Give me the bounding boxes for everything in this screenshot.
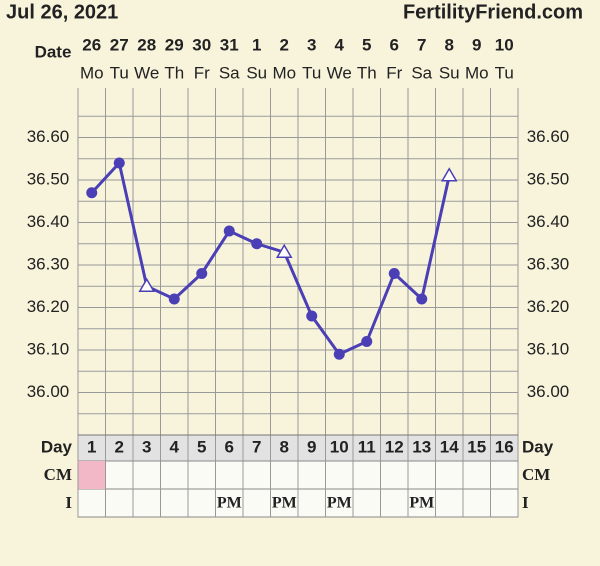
y-tick-label-right: 36.50 <box>527 169 570 188</box>
x-tick-label: 14 <box>440 437 459 456</box>
x-tick-label: 8 <box>280 437 289 456</box>
weekday-label: Tu <box>495 63 514 82</box>
x-tick-label: 5 <box>197 437 206 456</box>
weekday-label: Su <box>439 63 460 82</box>
date-label: Date <box>35 42 72 61</box>
point-marker <box>113 157 125 169</box>
weekday-label: Tu <box>302 63 321 82</box>
row-label: I <box>65 493 72 512</box>
weekday-label: Sa <box>411 63 432 82</box>
date-label: 28 <box>137 35 156 54</box>
intercourse-label: PM <box>217 495 242 512</box>
point-marker <box>333 348 345 360</box>
x-tick-label: 15 <box>467 437 486 456</box>
date-label: 3 <box>307 35 316 54</box>
point-marker <box>223 225 235 237</box>
y-tick-label-right: 36.10 <box>527 339 570 358</box>
triangle-marker <box>138 277 156 292</box>
date-label: 9 <box>472 35 481 54</box>
date-label: 4 <box>335 35 345 54</box>
point-marker <box>416 293 428 305</box>
row-label: Day <box>41 437 73 456</box>
x-tick-label: 7 <box>252 437 261 456</box>
point-marker <box>196 268 208 279</box>
x-tick-label: 1 <box>87 437 96 456</box>
date-label: 31 <box>220 35 239 54</box>
date-label: 27 <box>110 35 129 54</box>
weekday-label: Th <box>164 63 184 82</box>
intercourse-label: PM <box>327 495 352 512</box>
intercourse-label: PM <box>409 495 434 512</box>
cm-cell <box>78 461 106 489</box>
y-tick-label: 36.30 <box>27 254 70 273</box>
weekday-label: Mo <box>80 63 104 82</box>
date-label: 8 <box>445 35 454 54</box>
y-tick-label-right: 36.00 <box>527 382 570 401</box>
triangle-marker <box>440 167 458 182</box>
x-tick-label: 4 <box>170 437 180 456</box>
x-tick-label: 9 <box>307 437 316 456</box>
row-label-right: I <box>522 493 529 512</box>
y-tick-label-right: 36.40 <box>527 212 570 231</box>
date-label: 1 <box>252 35 261 54</box>
x-tick-label: 16 <box>495 437 514 456</box>
weekday-label: Fr <box>194 63 210 82</box>
site-name: FertilityFriend.com <box>403 1 583 23</box>
weekday-label: We <box>327 63 352 82</box>
weekday-label: Fr <box>386 63 402 82</box>
date-label: 26 <box>82 35 101 54</box>
y-tick-label-right: 36.20 <box>527 297 570 316</box>
y-tick-label: 36.40 <box>27 212 70 231</box>
y-tick-label-right: 36.30 <box>527 254 570 273</box>
point-marker <box>86 187 98 199</box>
y-tick-label: 36.60 <box>27 127 70 146</box>
chart-title: Jul 26, 2021 <box>6 1 118 23</box>
y-tick-label: 36.00 <box>27 382 70 401</box>
weekday-label: Mo <box>465 63 489 82</box>
date-label: 7 <box>417 35 426 54</box>
intercourse-label: PM <box>272 495 297 512</box>
weekday-label: Su <box>246 63 267 82</box>
weekday-label: We <box>134 63 159 82</box>
triangle-marker <box>275 243 293 258</box>
x-tick-label: 6 <box>225 437 234 456</box>
weekday-label: Tu <box>110 63 129 82</box>
x-tick-label: 10 <box>330 437 349 456</box>
x-tick-label: 2 <box>115 437 124 456</box>
date-label: 2 <box>280 35 289 54</box>
y-tick-label: 36.10 <box>27 339 70 358</box>
y-tick-label: 36.20 <box>27 297 70 316</box>
x-tick-label: 12 <box>385 437 404 456</box>
row-label-right: Day <box>522 437 554 456</box>
date-label: 30 <box>192 35 211 54</box>
point-marker <box>306 310 318 322</box>
weekday-label: Sa <box>219 63 240 82</box>
date-label: 29 <box>165 35 184 54</box>
point-marker <box>168 293 180 305</box>
date-label: 5 <box>362 35 371 54</box>
x-tick-label: 11 <box>358 437 376 456</box>
weekday-label: Th <box>357 63 377 82</box>
y-tick-label: 36.50 <box>27 169 70 188</box>
row-label-right: CM <box>522 465 550 484</box>
x-tick-label: 3 <box>142 437 151 456</box>
x-tick-label: 13 <box>412 437 431 456</box>
y-tick-label-right: 36.60 <box>527 127 570 146</box>
point-marker <box>388 268 400 279</box>
date-label: 10 <box>495 35 514 54</box>
point-marker <box>251 238 263 250</box>
point-marker <box>361 336 373 347</box>
weekday-label: Mo <box>272 63 296 82</box>
row-label: CM <box>44 465 72 484</box>
date-label: 6 <box>390 35 399 54</box>
